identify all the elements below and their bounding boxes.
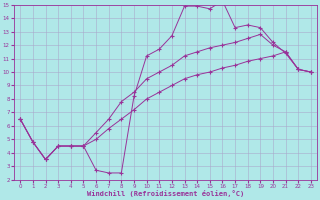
X-axis label: Windchill (Refroidissement éolien,°C): Windchill (Refroidissement éolien,°C)	[87, 190, 244, 197]
